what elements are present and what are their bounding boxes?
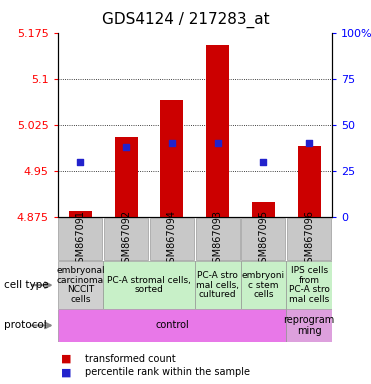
Bar [58,309,286,342]
Bar [195,261,240,309]
Point [306,140,312,146]
Text: ■: ■ [61,354,72,364]
Point [260,159,266,165]
Bar [286,309,332,342]
Text: GSM867092: GSM867092 [121,210,131,268]
Bar [240,261,286,309]
Point [123,144,129,150]
Text: protocol: protocol [4,320,46,331]
Text: IPS cells
from
PC-A stro
mal cells: IPS cells from PC-A stro mal cells [289,266,329,304]
Bar [252,202,275,217]
Bar [161,100,183,217]
Text: GSM867093: GSM867093 [213,210,223,268]
Bar [196,218,240,260]
Bar [58,218,102,260]
Point [215,140,221,146]
Text: reprogram
ming: reprogram ming [283,315,335,336]
Point [78,159,83,165]
Text: GSM867094: GSM867094 [167,210,177,268]
Text: percentile rank within the sample: percentile rank within the sample [85,367,250,377]
Bar [69,211,92,217]
Text: PC-A stromal cells,
sorted: PC-A stromal cells, sorted [107,276,191,295]
Bar [58,261,103,309]
Bar [115,137,138,217]
Text: control: control [155,320,189,331]
Text: GSM867095: GSM867095 [259,210,268,268]
Point [169,140,175,146]
Text: PC-A stro
mal cells,
cultured: PC-A stro mal cells, cultured [196,271,239,299]
Text: GSM867096: GSM867096 [304,210,314,268]
Bar [206,45,229,217]
Text: GSM867091: GSM867091 [75,210,85,268]
Bar [150,218,194,260]
Bar [103,261,195,309]
Text: GDS4124 / 217283_at: GDS4124 / 217283_at [102,12,269,28]
Bar [242,218,285,260]
Bar [287,218,331,260]
Text: cell type: cell type [4,280,48,290]
Text: ■: ■ [61,367,72,377]
Text: embryonal
carcinoma
NCCIT
cells: embryonal carcinoma NCCIT cells [56,266,105,304]
Text: embryoni
c stem
cells: embryoni c stem cells [242,271,285,299]
Bar [286,261,332,309]
Bar [298,146,321,217]
Bar [104,218,148,260]
Text: transformed count: transformed count [85,354,176,364]
